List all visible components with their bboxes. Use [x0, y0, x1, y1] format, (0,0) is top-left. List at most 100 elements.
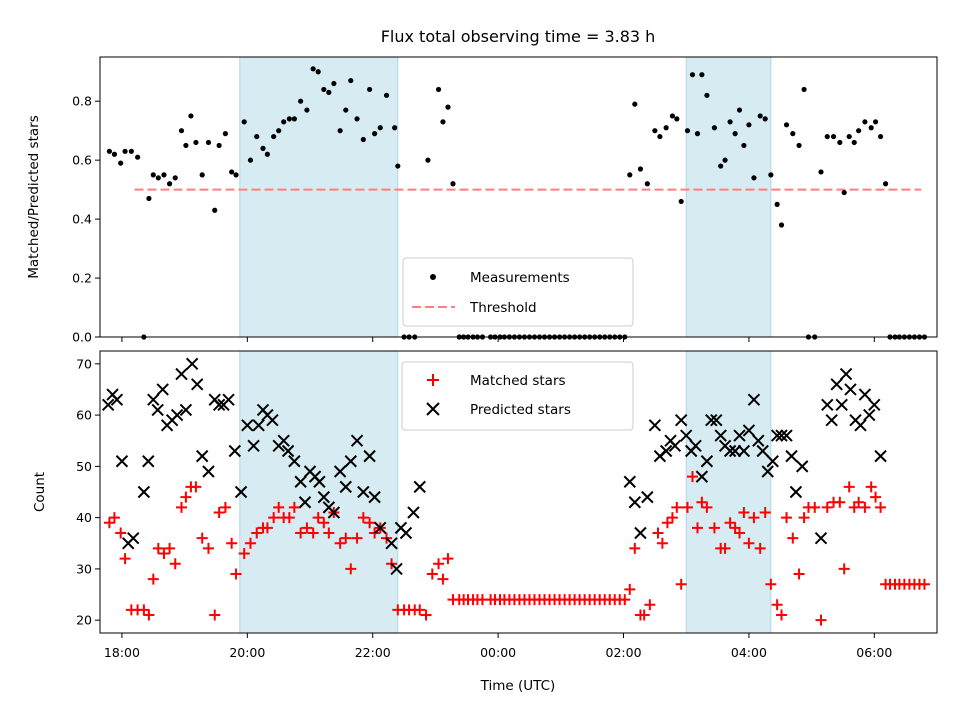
matched-star-point — [675, 578, 687, 590]
measurement-point — [689, 72, 696, 78]
x-tick-label: 02:00 — [606, 645, 642, 660]
matched-star-point — [433, 558, 445, 570]
measurement-point — [882, 181, 889, 187]
predicted-star-point — [830, 378, 843, 391]
measurement-point — [824, 133, 830, 140]
measurement-point — [286, 116, 292, 122]
matched-star-point — [301, 522, 313, 534]
measurement-point — [461, 334, 467, 340]
predicted-star-point — [863, 408, 876, 422]
matched-star-point — [918, 578, 930, 590]
count-panel: 20 30 40 50 60 70 18:00 20:00 22:00 00:00 02:00 04… — [32, 350, 938, 694]
predicted-star-point — [723, 444, 737, 458]
measurement-point — [531, 334, 538, 340]
bottom-y-axis-label: Count — [32, 472, 48, 512]
predicted-star-point — [775, 429, 788, 442]
matched-star-point — [357, 512, 369, 524]
matched-star-point — [619, 594, 631, 606]
measurement-point — [856, 128, 862, 134]
measurement-point — [632, 101, 638, 107]
matched-star-point — [180, 491, 192, 503]
measurement-point — [851, 139, 857, 146]
matched-star-point — [119, 553, 131, 565]
measurement-point — [360, 136, 366, 143]
y-tick-label: 40 — [76, 510, 92, 525]
matched-star-point — [696, 496, 708, 508]
matched-star-point — [652, 527, 664, 539]
matched-star-point — [420, 609, 432, 621]
measurement-point — [406, 334, 412, 340]
matched-star-point — [426, 568, 438, 580]
predicted-star-point — [344, 455, 357, 468]
matched-star-point — [334, 537, 346, 549]
measurement-point — [921, 334, 928, 340]
matched-star-point — [870, 491, 882, 503]
matched-star-point — [738, 507, 750, 519]
measurement-point — [657, 133, 663, 140]
measurement-point — [684, 128, 691, 134]
predicted-star-point — [101, 398, 115, 412]
predicted-star-point — [288, 455, 301, 468]
measurement-point — [790, 131, 796, 137]
measurement-point — [818, 169, 824, 175]
measurement-point — [546, 334, 553, 340]
predicted-star-point — [710, 414, 723, 427]
measurement-point — [241, 119, 247, 125]
matched-star-point — [209, 609, 221, 621]
matched-star-point — [437, 573, 449, 585]
measurement-point — [516, 334, 523, 340]
predicted-star-point — [179, 403, 193, 417]
matched-star-point — [838, 563, 850, 575]
matched-star-point — [108, 512, 120, 524]
y-tick-label: 0.8 — [72, 94, 92, 109]
predicted-star-point — [137, 485, 151, 499]
x-axis: 18:00 20:00 22:00 00:00 02:00 04:00 06:00 — [104, 633, 892, 660]
measurement-point — [846, 133, 852, 140]
chart-title: Flux total observing time = 3.83 h — [381, 27, 656, 46]
matched-star-point — [138, 604, 150, 616]
predicted-star-point — [222, 393, 235, 406]
predicted-star-point — [628, 496, 642, 509]
legend-matched-stars: Matched stars — [470, 373, 566, 389]
measurement-point — [732, 131, 738, 137]
measurement-point — [150, 172, 156, 178]
matched-star-point — [743, 537, 755, 549]
measurement-point — [488, 334, 494, 340]
measurement-point — [916, 334, 923, 340]
predicted-star-point — [281, 444, 295, 458]
measurement-point — [541, 334, 548, 340]
y-tick-label: 0.4 — [72, 212, 92, 227]
measurement-point — [627, 172, 633, 178]
measurement-point — [474, 334, 481, 340]
measurement-point — [193, 139, 199, 146]
matched-star-point — [213, 507, 225, 519]
y-tick-label: 0.6 — [72, 153, 92, 168]
predicted-star-point — [241, 419, 254, 432]
matched-star-point — [176, 501, 188, 513]
predicted-star-point — [825, 414, 838, 427]
measurement-point — [271, 133, 277, 140]
matched-star-point — [853, 496, 865, 508]
predicted-star-point — [668, 439, 682, 453]
measurement-point — [841, 189, 847, 196]
matched-star-point — [295, 527, 307, 539]
measurement-point — [805, 334, 812, 340]
measurement-point — [602, 334, 608, 340]
measurement-point — [751, 175, 757, 181]
matched-star-point — [666, 512, 678, 524]
measurement-point — [343, 107, 349, 113]
measurement-point — [892, 334, 898, 340]
measurement-point — [551, 334, 558, 340]
predicted-star-point — [363, 449, 376, 463]
measurement-point — [556, 334, 563, 340]
measurement-point — [741, 142, 747, 149]
x-tick-label: 04:00 — [731, 645, 767, 660]
predicted-star-point — [821, 398, 834, 412]
predicted-star-point — [277, 434, 290, 447]
measurement-point — [497, 334, 503, 340]
predicted-star-point — [127, 531, 140, 545]
measurement-point — [395, 163, 401, 169]
matched-star-point — [708, 522, 720, 534]
matched-star-point — [656, 537, 668, 549]
x-tick-label: 00:00 — [480, 645, 516, 660]
